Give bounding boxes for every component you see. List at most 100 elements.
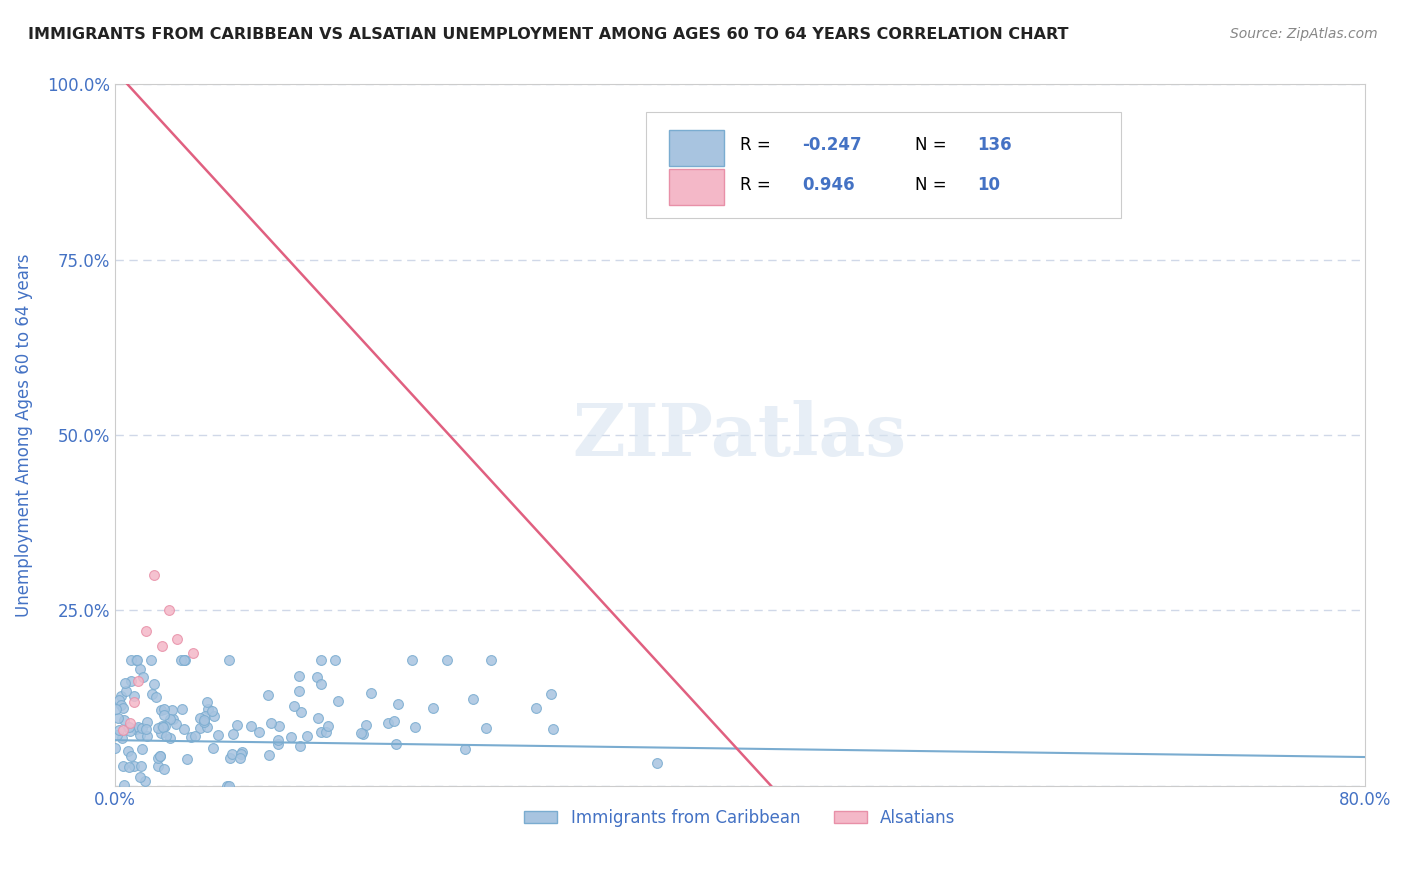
Point bbox=[401, 652, 423, 666]
Point bbox=[188, 722, 211, 736]
Text: IMMIGRANTS FROM CARIBBEAN VS ALSATIAN UNEMPLOYMENT AMONG AGES 60 TO 64 YEARS COR: IMMIGRANTS FROM CARIBBEAN VS ALSATIAN UN… bbox=[28, 27, 1069, 42]
Point bbox=[152, 720, 174, 734]
Point bbox=[142, 568, 165, 582]
Point bbox=[118, 760, 141, 774]
Point bbox=[174, 652, 197, 666]
Point bbox=[129, 728, 152, 742]
Point bbox=[229, 751, 252, 765]
Text: 10: 10 bbox=[977, 176, 1000, 194]
Text: N =: N = bbox=[915, 176, 952, 194]
Point bbox=[125, 722, 148, 736]
Point bbox=[112, 778, 135, 792]
Point bbox=[111, 701, 134, 715]
Point bbox=[231, 746, 253, 760]
Point bbox=[131, 742, 153, 756]
Point bbox=[107, 723, 129, 737]
Point bbox=[114, 676, 136, 690]
Point bbox=[162, 712, 184, 726]
Point bbox=[257, 688, 280, 702]
FancyBboxPatch shape bbox=[668, 130, 724, 167]
Point bbox=[218, 779, 240, 793]
Text: -0.247: -0.247 bbox=[803, 136, 862, 154]
Point bbox=[239, 718, 262, 732]
Point bbox=[108, 693, 131, 707]
Point bbox=[129, 770, 152, 784]
Point bbox=[155, 729, 177, 743]
Point bbox=[150, 639, 173, 653]
Point bbox=[215, 779, 238, 793]
Point bbox=[524, 701, 547, 715]
Point bbox=[461, 692, 484, 706]
Point bbox=[115, 684, 138, 698]
Point bbox=[202, 708, 225, 723]
Point bbox=[112, 759, 135, 773]
Point bbox=[159, 712, 181, 726]
Point bbox=[231, 747, 253, 762]
Point bbox=[159, 603, 181, 617]
Legend: Immigrants from Caribbean, Alsatians: Immigrants from Caribbean, Alsatians bbox=[517, 802, 962, 833]
Point bbox=[104, 741, 127, 756]
Point bbox=[150, 719, 173, 733]
Point bbox=[225, 718, 247, 732]
Point bbox=[422, 701, 444, 715]
Point bbox=[146, 751, 169, 765]
Point bbox=[160, 703, 183, 717]
Point bbox=[131, 721, 153, 735]
Point bbox=[307, 711, 329, 725]
Point bbox=[247, 724, 270, 739]
Point bbox=[173, 723, 195, 737]
Point bbox=[267, 733, 290, 747]
Point bbox=[404, 720, 426, 734]
FancyBboxPatch shape bbox=[645, 112, 1121, 218]
Point bbox=[309, 677, 332, 691]
Point bbox=[475, 721, 498, 735]
Point bbox=[127, 673, 149, 688]
Point bbox=[110, 689, 132, 703]
Text: R =: R = bbox=[740, 136, 776, 154]
Point bbox=[197, 702, 219, 716]
Point bbox=[104, 702, 127, 716]
Point bbox=[120, 715, 142, 730]
Point bbox=[125, 652, 148, 666]
Point bbox=[105, 727, 128, 741]
Point bbox=[145, 690, 167, 705]
Point bbox=[180, 730, 202, 744]
FancyBboxPatch shape bbox=[668, 169, 724, 205]
Point bbox=[152, 707, 174, 722]
Point bbox=[436, 652, 458, 666]
Point bbox=[311, 725, 333, 739]
Point bbox=[350, 726, 373, 740]
Point bbox=[141, 687, 163, 701]
Point bbox=[479, 652, 502, 666]
Point bbox=[117, 743, 139, 757]
Point bbox=[183, 730, 205, 744]
Text: N =: N = bbox=[915, 136, 952, 154]
Point bbox=[172, 701, 194, 715]
Point bbox=[127, 720, 149, 734]
Point bbox=[269, 719, 291, 733]
Point bbox=[257, 747, 280, 762]
Point bbox=[176, 752, 198, 766]
Point bbox=[129, 758, 152, 772]
Point bbox=[136, 715, 159, 730]
Point bbox=[385, 737, 408, 751]
Text: 0.946: 0.946 bbox=[803, 176, 855, 194]
Point bbox=[194, 709, 217, 723]
Point bbox=[181, 646, 204, 660]
Point bbox=[645, 756, 668, 770]
Point bbox=[283, 698, 305, 713]
Point bbox=[307, 670, 329, 684]
Point bbox=[377, 716, 399, 731]
Point bbox=[131, 670, 153, 684]
Point bbox=[159, 731, 181, 746]
Point bbox=[120, 748, 142, 763]
Point bbox=[188, 711, 211, 725]
Point bbox=[316, 719, 339, 733]
Point bbox=[541, 723, 564, 737]
Point bbox=[166, 632, 188, 646]
Point bbox=[454, 742, 477, 756]
Point bbox=[150, 703, 173, 717]
Point bbox=[122, 689, 145, 703]
Point bbox=[153, 762, 176, 776]
Point bbox=[107, 711, 129, 725]
